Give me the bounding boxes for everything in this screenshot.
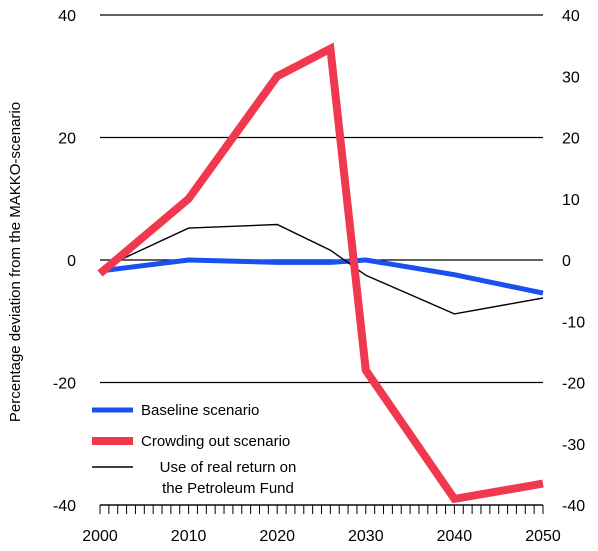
right-y-tick-label: 0 <box>562 253 571 270</box>
right-y-tick-label: -10 <box>562 314 585 331</box>
y-axis-label: Percentage deviation from the MAKKO-scen… <box>7 102 24 422</box>
right-y-tick-label: 40 <box>562 8 580 25</box>
x-tick-labels: 2000 2010 2020 2030 2040 2050 <box>82 528 561 545</box>
left-y-tick-labels: -40 -20 0 20 40 <box>53 8 76 515</box>
x-tick-label: 2020 <box>259 528 295 545</box>
left-y-tick-label: -40 <box>53 498 76 515</box>
series-line <box>99 257 544 296</box>
left-y-tick-label: -20 <box>53 376 76 393</box>
series-lines <box>97 42 544 504</box>
legend-label: Baseline scenario <box>141 402 259 419</box>
right-y-tick-label: -30 <box>562 437 585 454</box>
x-tick-label: 2040 <box>437 528 473 545</box>
left-y-tick-label: 20 <box>58 131 76 148</box>
x-tick-label: 2050 <box>525 528 561 545</box>
right-y-tick-label: -20 <box>562 376 585 393</box>
x-tick-label: 2030 <box>348 528 384 545</box>
right-y-tick-label: 30 <box>562 69 580 86</box>
series-line <box>99 223 544 315</box>
legend-label: Use of real return on the Petroleum Fund <box>160 459 297 497</box>
x-axis-ticks <box>99 504 544 514</box>
series-line <box>97 42 544 504</box>
right-y-tick-label: 10 <box>562 192 580 209</box>
legend: Baseline scenario Crowding out scenario Us… <box>92 402 296 497</box>
left-y-tick-label: 0 <box>67 253 76 270</box>
right-y-tick-label: 20 <box>562 131 580 148</box>
right-y-tick-labels: -40 -30 -20 -10 0 10 20 30 40 <box>562 8 585 515</box>
left-y-tick-label: 40 <box>58 8 76 25</box>
right-y-tick-label: -40 <box>562 498 585 515</box>
x-tick-label: 2000 <box>82 528 118 545</box>
x-tick-label: 2010 <box>171 528 207 545</box>
legend-label: Crowding out scenario <box>141 433 290 450</box>
